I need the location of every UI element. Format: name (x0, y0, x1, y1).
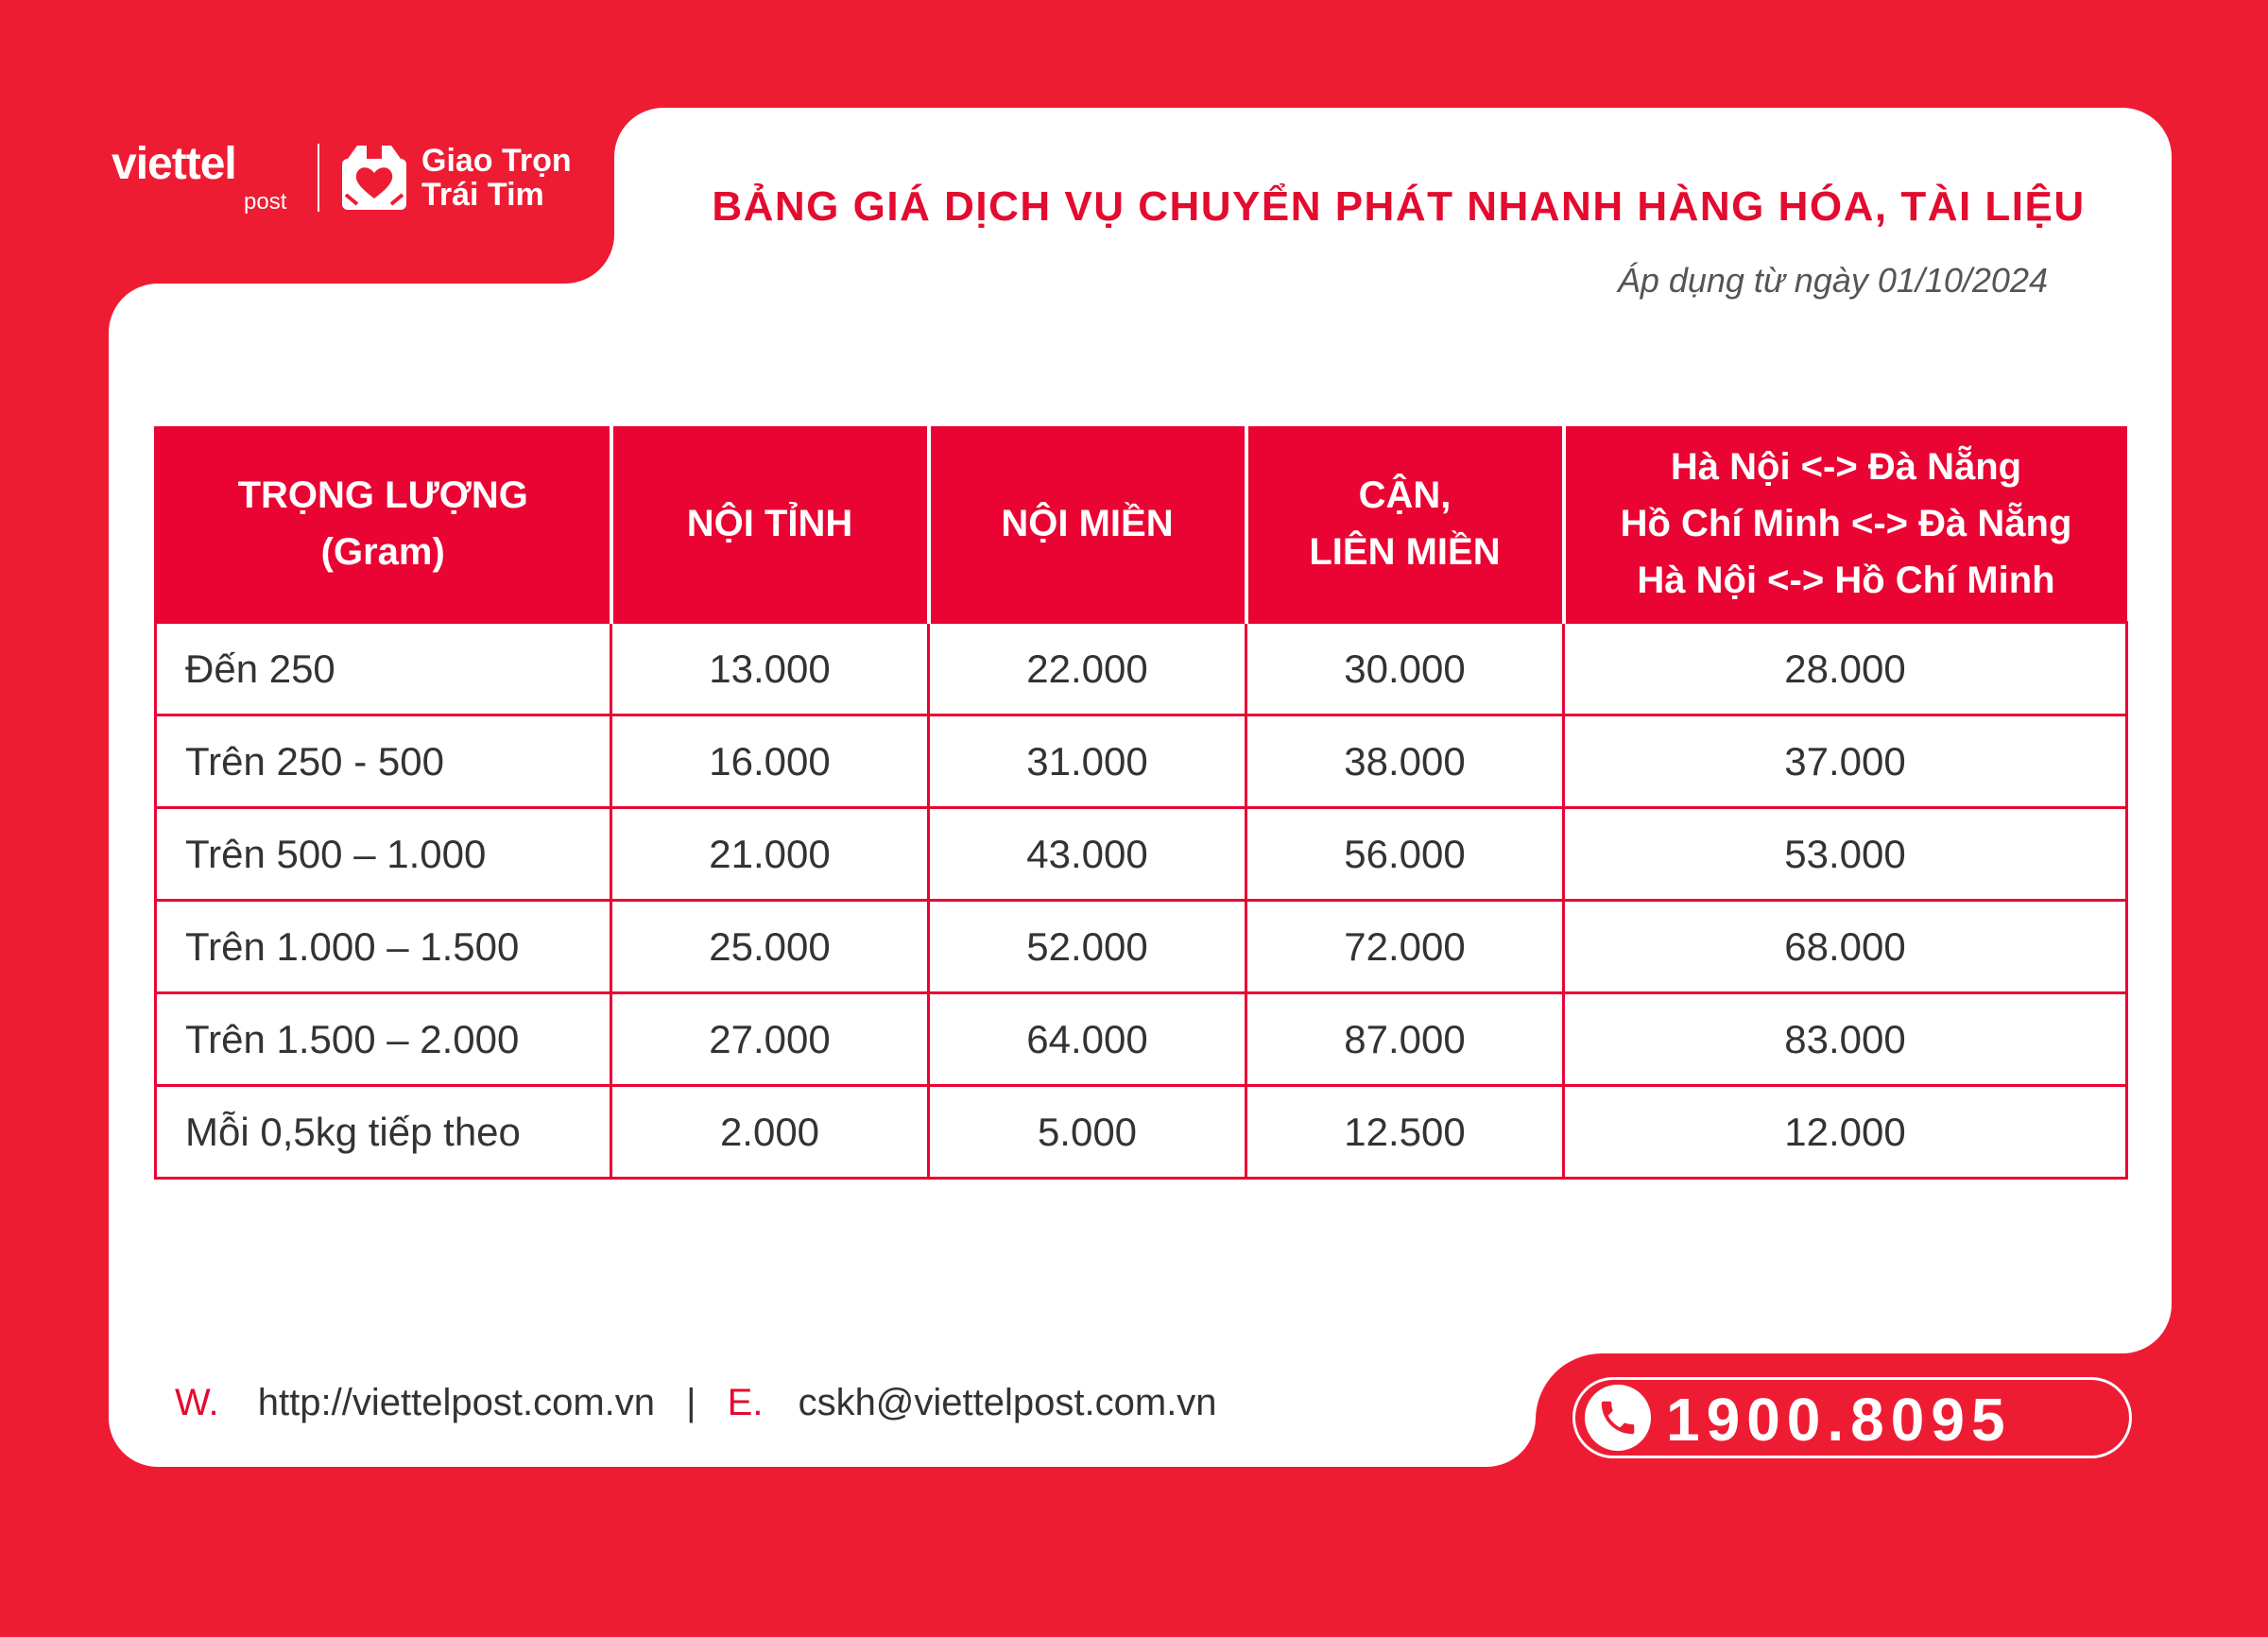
column-header-line: NỘI MIỀN (1001, 503, 1174, 544)
weight-cell: Trên 500 – 1.000 (154, 806, 612, 902)
price-cell: 53.000 (1562, 806, 2128, 902)
logo-slogan: Giao Trọn Trái Tim (421, 144, 572, 212)
table-row: Trên 250 - 500 16.000 31.000 38.000 37.000 (154, 714, 2128, 809)
price-cell: 52.000 (927, 899, 1247, 994)
column-header: NỘI MIỀN (926, 426, 1246, 623)
hotline-notch-corner (1486, 1418, 1536, 1467)
price-cell: 68.000 (1562, 899, 2128, 994)
table-row: Trên 1.500 – 2.000 27.000 64.000 87.000 83.0… (154, 991, 2128, 1087)
price-cell: 43.000 (927, 806, 1247, 902)
website-link[interactable]: http://viettelpost.com.vn (257, 1382, 655, 1423)
column-header: Hà Nội <-> Đà Nẵng Hồ Chí Minh <-> Đà Nẵn… (1561, 426, 2127, 623)
title-panel (614, 108, 2172, 410)
column-header-line: (Gram) (320, 531, 445, 573)
column-header: TRỌNG LƯỢNG (Gram) (154, 426, 611, 623)
column-header: CẬN, LIÊN MIỀN (1244, 426, 1564, 623)
slogan-line-1: Giao Trọn (421, 143, 572, 179)
effective-date: Áp dụng từ ngày 01/10/2024 (1617, 261, 2048, 300)
price-cell: 12.500 (1245, 1084, 1565, 1180)
price-cell: 25.000 (610, 899, 930, 994)
weight-cell: Trên 250 - 500 (154, 714, 612, 809)
price-cell: 21.000 (610, 806, 930, 902)
price-cell: 12.000 (1562, 1084, 2128, 1180)
column-header-line: LIÊN MIỀN (1309, 531, 1501, 573)
hotline-notch-top (2122, 1304, 2172, 1353)
price-cell: 16.000 (610, 714, 930, 809)
weight-cell: Đến 250 (154, 621, 612, 716)
price-cell: 28.000 (1562, 621, 2128, 716)
card-notch (565, 234, 614, 284)
heart-box-icon (342, 146, 406, 210)
table-row: Trên 1.000 – 1.500 25.000 52.000 72.000 68.0… (154, 899, 2128, 994)
price-cell: 2.000 (610, 1084, 930, 1180)
footer-separator: | (686, 1382, 696, 1423)
table-header-row: TRỌNG LƯỢNG (Gram) NỘI TỈNH NỘI MIỀN CẬN, LIÊ… (154, 426, 2127, 623)
price-table: TRỌNG LƯỢNG (Gram) NỘI TỈNH NỘI MIỀN CẬN, LIÊ… (154, 426, 2128, 1180)
column-header: NỘI TỈNH (609, 426, 929, 623)
weight-cell: Trên 1.000 – 1.500 (154, 899, 612, 994)
table-body: Đến 250 13.000 22.000 30.000 28.000 Trên 250 … (154, 621, 2128, 1180)
price-cell: 37.000 (1562, 714, 2128, 809)
price-cell: 13.000 (610, 621, 930, 716)
web-label: W. (175, 1382, 219, 1423)
contact-footer: W. http://viettelpost.com.vn | E. cskh@v… (175, 1382, 1217, 1424)
price-cell: 27.000 (610, 991, 930, 1087)
email-link[interactable]: cskh@viettelpost.com.vn (798, 1382, 1217, 1423)
table-row: Trên 500 – 1.000 21.000 43.000 56.000 53.000 (154, 806, 2128, 902)
column-header-line: TRỌNG LƯỢNG (237, 474, 528, 516)
phone-icon (1585, 1385, 1651, 1451)
price-cell: 83.000 (1562, 991, 2128, 1087)
price-cell: 56.000 (1245, 806, 1565, 902)
column-header-line: Hà Nội <-> Đà Nẵng (1670, 446, 2022, 488)
price-cell: 72.000 (1245, 899, 1565, 994)
price-cell: 30.000 (1245, 621, 1565, 716)
table-row: Đến 250 13.000 22.000 30.000 28.000 (154, 621, 2128, 716)
weight-cell: Trên 1.500 – 2.000 (154, 991, 612, 1087)
email-label: E. (727, 1382, 764, 1423)
hotline-badge[interactable]: 1900.8095 (1572, 1377, 2132, 1458)
table-row: Mỗi 0,5kg tiếp theo 2.000 5.000 12.500 12.00… (154, 1084, 2128, 1180)
column-header-line: Hồ Chí Minh <-> Đà Nẵng (1620, 503, 2072, 544)
logo-sub: post (244, 189, 287, 215)
page-title: BẢNG GIÁ DỊCH VỤ CHUYỂN PHÁT NHANH HÀNG … (712, 183, 2086, 230)
price-cell: 87.000 (1245, 991, 1565, 1087)
hotline-number: 1900.8095 (1666, 1386, 2012, 1454)
column-header-line: NỘI TỈNH (686, 503, 853, 544)
price-cell: 22.000 (927, 621, 1247, 716)
price-cell: 5.000 (927, 1084, 1247, 1180)
weight-cell: Mỗi 0,5kg tiếp theo (154, 1084, 612, 1180)
logo-divider (318, 144, 319, 212)
slogan-line-2: Trái Tim (421, 177, 544, 213)
logo-wordmark: viettel (112, 139, 237, 189)
price-cell: 38.000 (1245, 714, 1565, 809)
column-header-line: CẬN, (1358, 474, 1452, 516)
price-cell: 64.000 (927, 991, 1247, 1087)
price-cell: 31.000 (927, 714, 1247, 809)
column-header-line: Hà Nội <-> Hồ Chí Minh (1637, 560, 2055, 601)
